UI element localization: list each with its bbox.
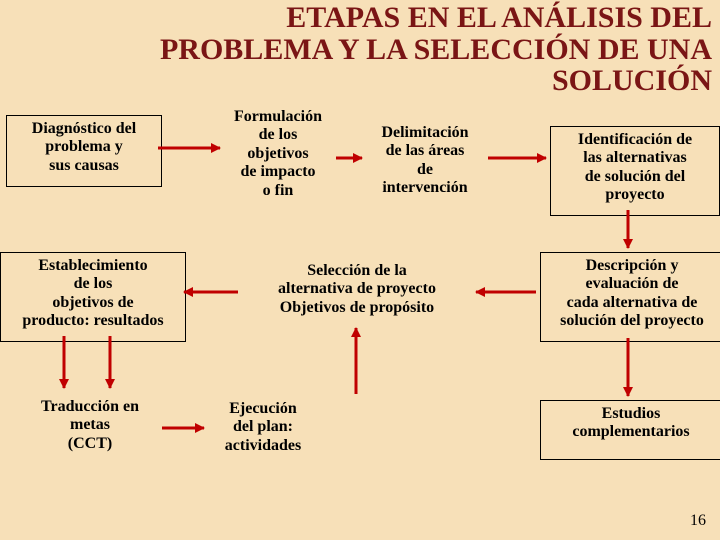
box-seleccion: Selección de laalternativa de proyectoOb… xyxy=(242,262,472,324)
box-estudios-text: Estudioscomplementarios xyxy=(572,405,689,440)
box-establecimiento: Establecimientode losobjetivos deproduct… xyxy=(0,252,186,342)
box-ejecucion: Ejecucióndel plan:actividades xyxy=(208,400,318,460)
box-seleccion-text: Selección de laalternativa de proyectoOb… xyxy=(278,262,436,316)
box-identificacion-text: Identificación delas alternativasde solu… xyxy=(578,131,692,203)
box-descripcion-text: Descripción yevaluación decada alternati… xyxy=(560,257,704,329)
box-formulacion-text: Formulaciónde losobjetivosde impactoo fi… xyxy=(234,108,322,199)
title-line-2: PROBLEMA Y LA SELECCIÓN DE UNA xyxy=(160,33,712,66)
box-delimitacion: Delimitaciónde las áreasdeintervención xyxy=(365,124,485,202)
box-identificacion: Identificación delas alternativasde solu… xyxy=(550,126,720,216)
slide-number: 16 xyxy=(690,512,706,530)
box-descripcion: Descripción yevaluación decada alternati… xyxy=(540,252,720,342)
box-ejecucion-text: Ejecucióndel plan:actividades xyxy=(225,400,301,454)
box-diagnostico: Diagnóstico delproblema ysus causas xyxy=(6,115,162,187)
box-traduccion-text: Traducción enmetas(CCT) xyxy=(41,398,139,452)
page-title: ETAPAS EN EL ANÁLISIS DEL PROBLEMA Y LA … xyxy=(0,2,716,97)
box-establecimiento-text: Establecimientode losobjetivos deproduct… xyxy=(22,257,163,329)
title-line-1: ETAPAS EN EL ANÁLISIS DEL xyxy=(286,1,712,34)
title-line-3: SOLUCIÓN xyxy=(552,64,712,97)
box-formulacion: Formulaciónde losobjetivosde impactoo fi… xyxy=(223,108,333,206)
box-delimitacion-text: Delimitaciónde las áreasdeintervención xyxy=(381,124,468,196)
box-traduccion: Traducción enmetas(CCT) xyxy=(20,398,160,458)
box-estudios: Estudioscomplementarios xyxy=(540,400,720,460)
box-diagnostico-text: Diagnóstico delproblema ysus causas xyxy=(32,120,136,174)
